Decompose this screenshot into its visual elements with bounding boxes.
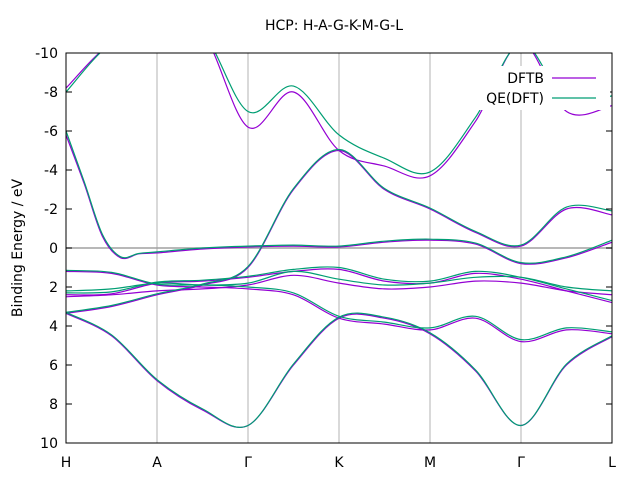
x-tick-label: A xyxy=(152,455,162,471)
series-qe-dft xyxy=(66,53,612,428)
x-tick-label: L xyxy=(608,455,616,471)
y-tick-label: 4 xyxy=(49,319,58,335)
x-tick-label: K xyxy=(334,455,344,471)
y-tick-label: 2 xyxy=(49,280,58,296)
legend-label-qe-dft: QE(DFT) xyxy=(486,91,544,107)
y-tick-label: 10 xyxy=(40,436,58,452)
x-tick-label: M xyxy=(424,455,436,471)
y-tick-label: -2 xyxy=(44,202,58,218)
legend: DFTB QE(DFT) xyxy=(476,66,610,110)
y-axis-ticks: -10 -8 -6 -4 -2 0 2 4 6 8 10 xyxy=(35,46,612,452)
y-tick-label: -6 xyxy=(44,124,58,140)
x-tick-label: Γ xyxy=(517,455,525,471)
band-line-1-1 xyxy=(66,148,612,313)
band-line-0-4 xyxy=(66,274,612,298)
plot-area: -10 -8 -6 -4 -2 0 2 4 6 8 10 H A Γ K M Γ L xyxy=(35,46,616,471)
y-tick-label: -4 xyxy=(44,163,58,179)
x-tick-label: H xyxy=(61,455,72,471)
band-line-0-5 xyxy=(66,270,612,343)
y-tick-label: -10 xyxy=(35,46,58,62)
chart-title: HCP: H-A-G-K-M-G-L xyxy=(265,18,403,34)
y-tick-label: 8 xyxy=(49,397,58,413)
y-tick-label: -8 xyxy=(44,85,58,101)
y-tick-label: 0 xyxy=(49,241,58,257)
band-line-1-3 xyxy=(66,53,612,175)
band-line-0-3 xyxy=(66,53,612,179)
legend-background xyxy=(476,66,610,110)
band-line-1-6 xyxy=(66,266,612,302)
band-lines xyxy=(66,53,612,428)
y-axis-label: Binding Energy / eV xyxy=(10,178,26,317)
legend-label-dftb: DFTB xyxy=(507,71,544,87)
band-line-1-5 xyxy=(66,269,612,341)
band-line-0-2 xyxy=(66,134,612,265)
y-tick-label: 6 xyxy=(49,358,58,374)
band-line-1-0 xyxy=(66,311,612,428)
x-tick-label: Γ xyxy=(244,455,252,471)
band-line-1-2 xyxy=(66,130,612,264)
